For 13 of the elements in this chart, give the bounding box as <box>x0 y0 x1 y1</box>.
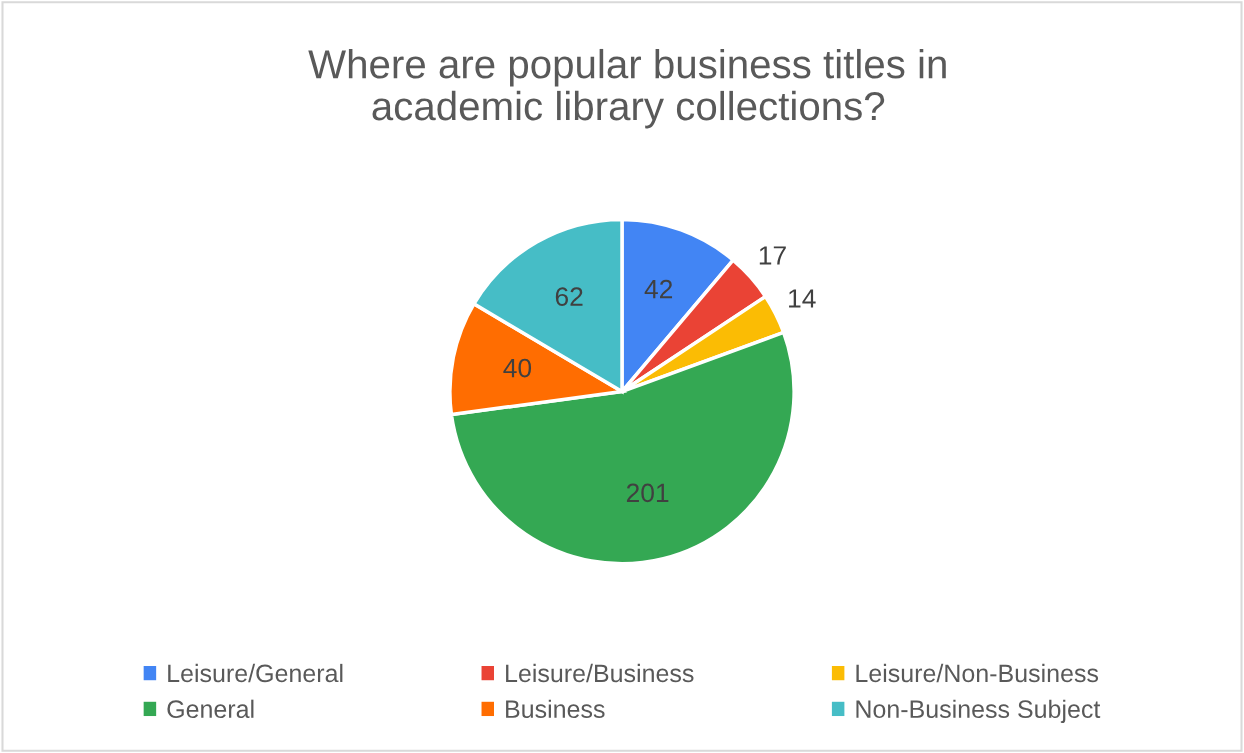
data-label: 17 <box>759 246 786 265</box>
legend-label: Leisure/Non-Business <box>856 663 1099 683</box>
legend-label: Leisure/General <box>168 663 343 683</box>
legend-label: Leisure/Business <box>506 663 694 683</box>
data-label: 62 <box>555 287 583 306</box>
data-label: 14 <box>789 289 816 308</box>
legend-label: Non-Business Subject <box>856 699 1101 723</box>
data-label: 201 <box>626 483 669 503</box>
legend-label: General <box>167 699 254 719</box>
legend-label: Business <box>506 699 605 719</box>
data-label: 42 <box>644 279 673 299</box>
chart-title: Where are popular business titles in academic library collections? <box>308 48 946 129</box>
data-label: 40 <box>503 358 532 378</box>
